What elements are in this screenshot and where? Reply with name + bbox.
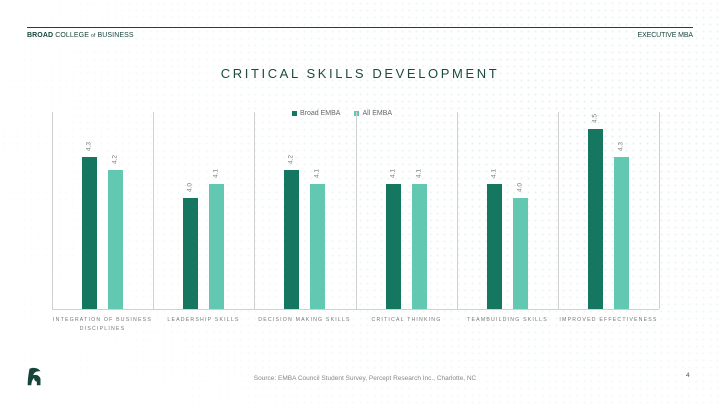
bar-broad-emba (284, 170, 299, 309)
header-rule (27, 27, 693, 28)
page-number: 4 (686, 372, 690, 379)
bar-value-label: 4.1 (415, 168, 423, 179)
bar-broad-emba (588, 129, 603, 309)
bar-broad-emba (386, 184, 401, 309)
slide-title: CRITICAL SKILLS DEVELOPMENT (220, 66, 500, 81)
bar-all-emba (310, 184, 325, 309)
bar-value-label: 4.3 (617, 141, 625, 152)
bar-value-label: 4.1 (212, 168, 220, 179)
bar-all-emba (209, 184, 224, 309)
group-divider (457, 112, 458, 309)
college-brand: BROAD COLLEGE of BUSINESS (27, 32, 134, 39)
bar-value-label: 4.5 (591, 113, 599, 124)
bar-value-label: 4.1 (490, 168, 498, 179)
spartan-helmet-logo-icon (27, 367, 41, 386)
bar-value-label: 4.2 (287, 154, 295, 165)
group-divider (153, 112, 154, 309)
bar-all-emba (412, 184, 427, 309)
category-label: IMPROVED EFFECTIVENESS (559, 317, 658, 323)
bar-broad-emba (82, 157, 97, 309)
brand-of: of (91, 33, 96, 39)
bar-all-emba (513, 198, 528, 309)
bar-broad-emba (183, 198, 198, 309)
group-divider (356, 112, 357, 309)
category-label: CRITICAL THINKING (371, 317, 442, 323)
legend-item-broad-emba: Broad EMBA (292, 110, 340, 117)
legend-label: Broad EMBA (300, 110, 341, 117)
legend-swatch-broad-emba (292, 111, 297, 116)
bar-all-emba (614, 157, 629, 309)
bar-broad-emba (487, 184, 502, 309)
bar-value-label: 4.3 (85, 141, 93, 152)
category-label: INTEGRATION OF BUSINESS DISCIPLINES (53, 317, 152, 332)
group-divider (52, 112, 53, 309)
source-note: Source: EMBA Council Student Survey, Per… (253, 375, 477, 382)
legend-label: All EMBA (362, 110, 393, 117)
brand-bold: BROAD (27, 32, 54, 39)
category-label: TEAMBUILDING SKILLS (467, 317, 548, 323)
chart-plot-area: 4.3 4.2 4.0 4.1 4.2 4.1 4.1 4.1 4.1 4.0 4.5 4.3 (52, 112, 660, 309)
bar-all-emba (108, 170, 123, 309)
bar-value-label: 4.1 (389, 168, 397, 179)
bar-value-label: 4.2 (111, 154, 119, 165)
category-label: LEADERSHIP SKILLS (167, 317, 240, 323)
group-divider (254, 112, 255, 309)
brand-college: COLLEGE (55, 32, 89, 39)
program-name: EXECUTIVE MBA (637, 32, 694, 39)
bar-value-label: 4.0 (516, 182, 524, 193)
bar-value-label: 4.0 (186, 182, 194, 193)
chart-baseline (52, 309, 659, 310)
group-divider (558, 112, 559, 309)
brand-business: BUSINESS (97, 32, 134, 39)
group-divider (659, 112, 660, 309)
category-label: DECISION MAKING SKILLS (258, 317, 351, 323)
bar-value-label: 4.1 (313, 168, 321, 179)
